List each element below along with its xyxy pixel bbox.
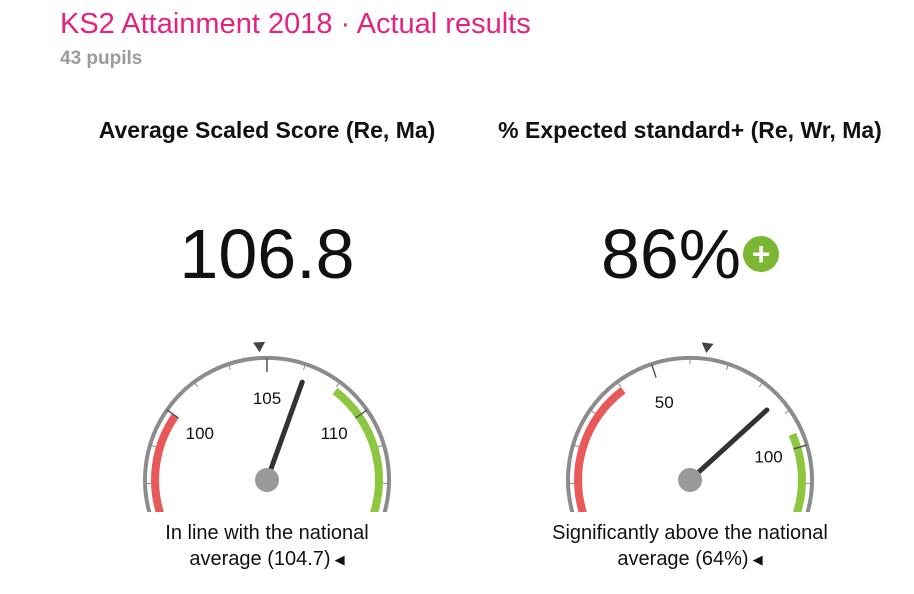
gauge-minor-tick [758, 381, 764, 388]
status-line-2: average (104.7) [189, 548, 331, 570]
status-line-2: average (64%) [617, 548, 749, 570]
gauge-minor-tick [335, 381, 341, 388]
gauge-minor-tick [193, 381, 199, 388]
status-line-1: Significantly above the national [552, 522, 828, 544]
gauge-average-scaled-score: 100 105 110 [143, 341, 391, 512]
gauge-minor-tick [377, 444, 385, 448]
left-arrow-icon[interactable]: ◀ [752, 551, 763, 567]
pupil-count: 43 pupils [60, 48, 143, 69]
gauge-major-tick [650, 363, 657, 378]
gauge-needle [687, 407, 770, 483]
gauge-major-tick [793, 444, 808, 450]
metric-value-text: 106.8 [179, 215, 355, 293]
status-text: In line with the national average (104.7… [52, 520, 482, 573]
gauge-minor-tick [149, 444, 157, 448]
gauge-tick-label: 50 [655, 393, 674, 412]
gauge-hub [255, 468, 279, 492]
gauge-minor-tick [572, 444, 580, 448]
status-text: Significantly above the national average… [475, 520, 905, 573]
gauge-minor-tick [726, 364, 729, 371]
metric-panel-expected-standard: % Expected standard+ (Re, Wr, Ma) 86% + 5… [475, 112, 905, 582]
gauge-minor-tick [228, 364, 231, 371]
page-title: KS2 Attainment 2018 · Actual results [60, 8, 531, 40]
left-arrow-icon[interactable]: ◀ [334, 551, 345, 567]
gauge-tick-label: 110 [321, 424, 348, 443]
gauge-track [566, 355, 814, 512]
national-marker-icon [701, 342, 714, 354]
gauge-minor-tick [616, 381, 622, 388]
gauge-tick-label: 100 [186, 424, 214, 443]
gauge-minor-tick [589, 409, 596, 414]
status-line-2-wrap: average (64%) ◀ [475, 546, 905, 573]
gauge-expected-standard: 50 100 [566, 342, 814, 512]
metric-value: 106.8 [52, 216, 482, 292]
gauge-major-tick [355, 409, 368, 419]
metric-title: % Expected standard+ (Re, Wr, Ma) [498, 117, 882, 143]
gauge-minor-tick [303, 364, 306, 371]
metric-value-text: 86% [600, 215, 742, 293]
metric-title: Average Scaled Score (Re, Ma) [98, 117, 436, 143]
gauge-minor-tick [784, 409, 791, 414]
metric-panel-average-scaled-score: Average Scaled Score (Re, Ma) 106.8 100 1… [52, 112, 482, 582]
gauge-major-tick [166, 409, 179, 419]
gauge-tick-label: 100 [754, 447, 782, 466]
plus-circle-icon[interactable]: + [743, 235, 780, 272]
gauge-green-band [332, 387, 383, 512]
status-line-2-wrap: average (104.7) ◀ [52, 546, 482, 573]
gauge-red-band [151, 413, 179, 512]
gauge-green-band [788, 432, 806, 512]
status-line-1: In line with the national [165, 522, 369, 544]
gauge-red-band [574, 386, 626, 512]
gauge-track [143, 355, 391, 512]
metric-value: 86% + [475, 216, 905, 292]
gauge-needle [264, 379, 305, 483]
national-marker-icon [253, 341, 266, 353]
gauge-tick-label: 105 [253, 389, 281, 408]
gauge-hub [678, 468, 702, 492]
